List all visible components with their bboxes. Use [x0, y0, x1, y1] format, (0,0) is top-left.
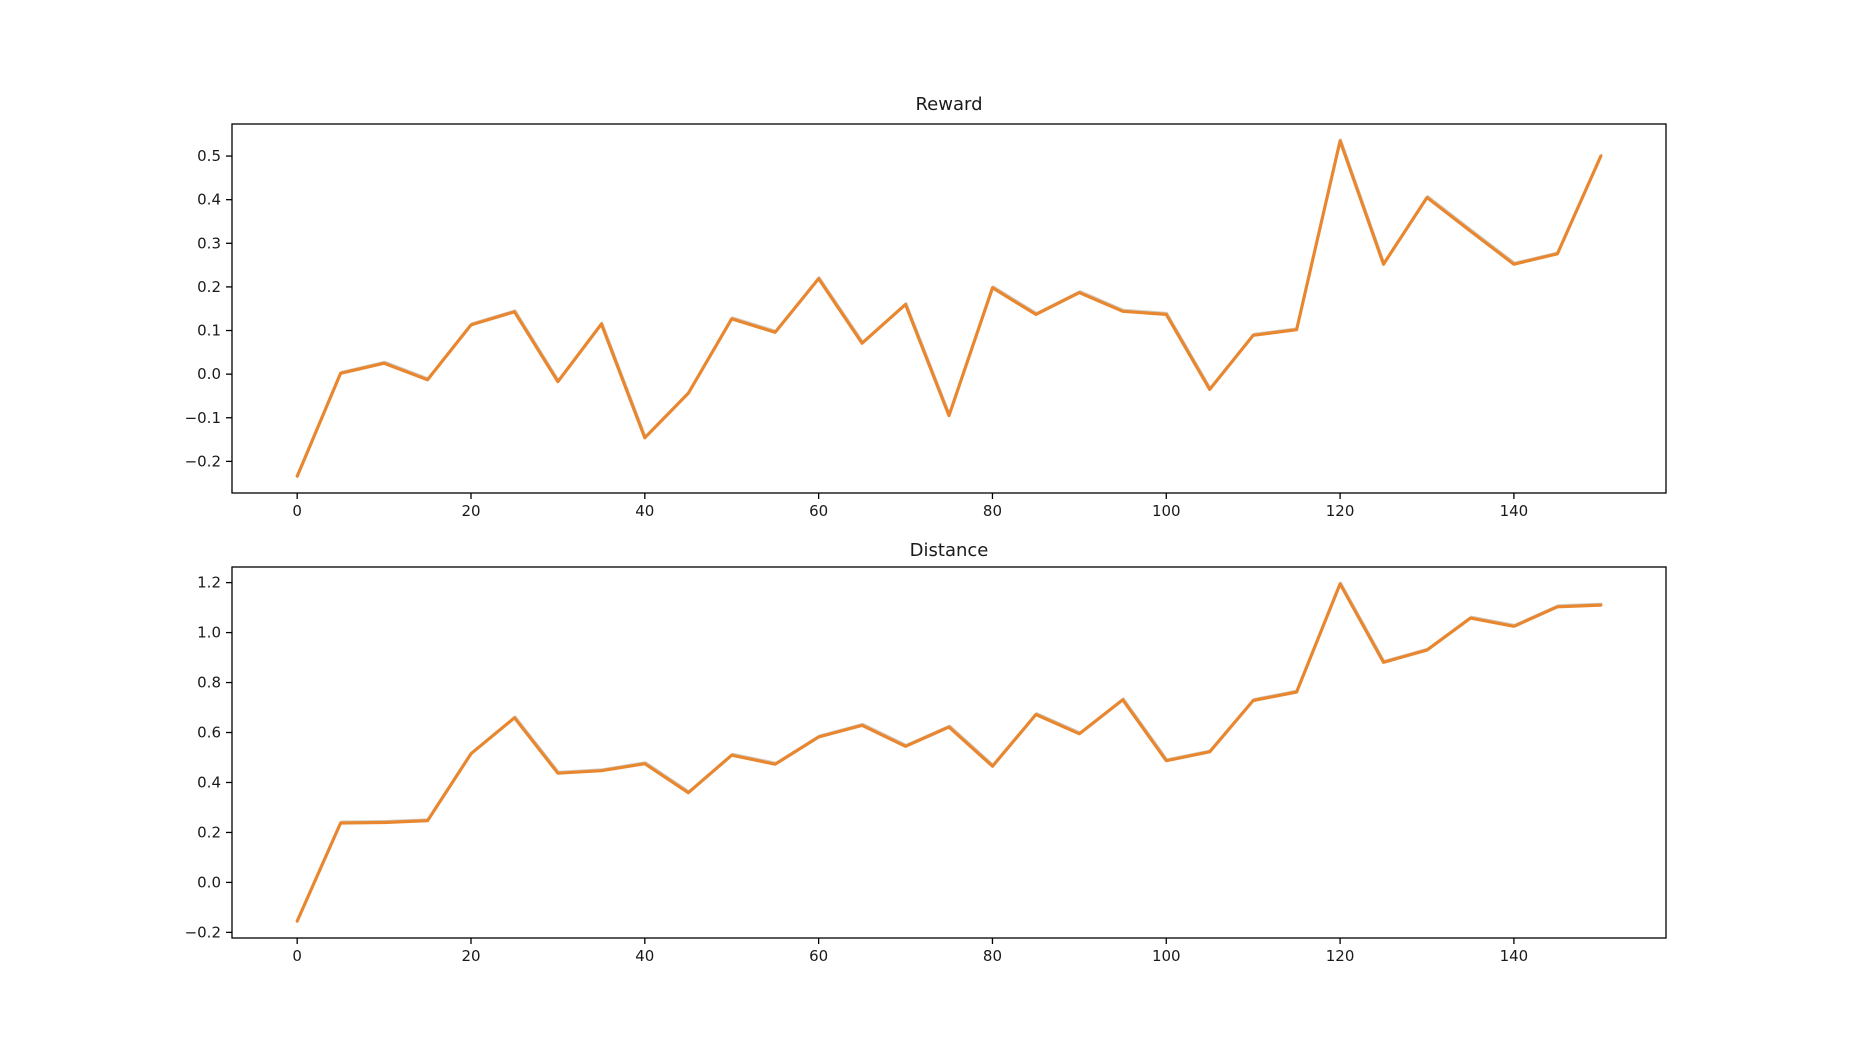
x-tick-label: 140 — [1500, 947, 1529, 965]
distance-chart-title: Distance — [910, 540, 989, 561]
x-tick-label: 60 — [809, 502, 828, 520]
x-tick-label: 120 — [1326, 947, 1355, 965]
y-tick-label: 0.4 — [197, 191, 221, 209]
x-tick-label: 0 — [292, 502, 302, 520]
y-tick-label: 0.2 — [197, 278, 221, 296]
y-tick-label: 0.2 — [197, 823, 221, 841]
y-tick-label: 0.6 — [197, 724, 221, 742]
y-tick-label: −0.2 — [185, 923, 221, 941]
series-line — [295, 139, 1603, 478]
x-tick-label: 40 — [635, 502, 654, 520]
y-tick-label: 0.4 — [197, 773, 221, 791]
y-tick-label: 0.0 — [197, 873, 221, 891]
y-tick-label: 1.2 — [197, 574, 221, 592]
plot-area — [231, 566, 1667, 939]
reward-chart: 0 20 40 60 80 100 120 140 −0.2 −0.1 0.0 0.1 0.2 0.3 0.… — [185, 123, 1667, 520]
y-tick-label: −0.2 — [185, 452, 221, 470]
x-tick-label: 20 — [461, 502, 480, 520]
x-tick-label: 140 — [1500, 502, 1529, 520]
reward-chart-title: Reward — [915, 94, 982, 115]
y-tick-label: 0.1 — [197, 322, 221, 340]
series-line — [295, 582, 1603, 923]
x-tick-label: 20 — [461, 947, 480, 965]
plot-area — [231, 123, 1667, 494]
y-tick-label: 0.0 — [197, 365, 221, 383]
x-tick-label: 0 — [292, 947, 302, 965]
y-tick-label: 0.5 — [197, 147, 221, 165]
x-tick-label: 40 — [635, 947, 654, 965]
x-tick-label: 80 — [983, 947, 1002, 965]
distance-chart: 0 20 40 60 80 100 120 140 −0.2 0.0 0.2 0.4 0.6 0.8 1.0… — [185, 566, 1667, 965]
x-tick-label: 80 — [983, 502, 1002, 520]
y-tick-label: 1.0 — [197, 624, 221, 642]
x-tick-label: 120 — [1326, 502, 1355, 520]
x-tick-label: 100 — [1152, 502, 1181, 520]
x-tick-label: 100 — [1152, 947, 1181, 965]
y-tick-label: −0.1 — [185, 409, 221, 427]
y-tick-label: 0.8 — [197, 674, 221, 692]
x-tick-label: 60 — [809, 947, 828, 965]
y-tick-label: 0.3 — [197, 234, 221, 252]
